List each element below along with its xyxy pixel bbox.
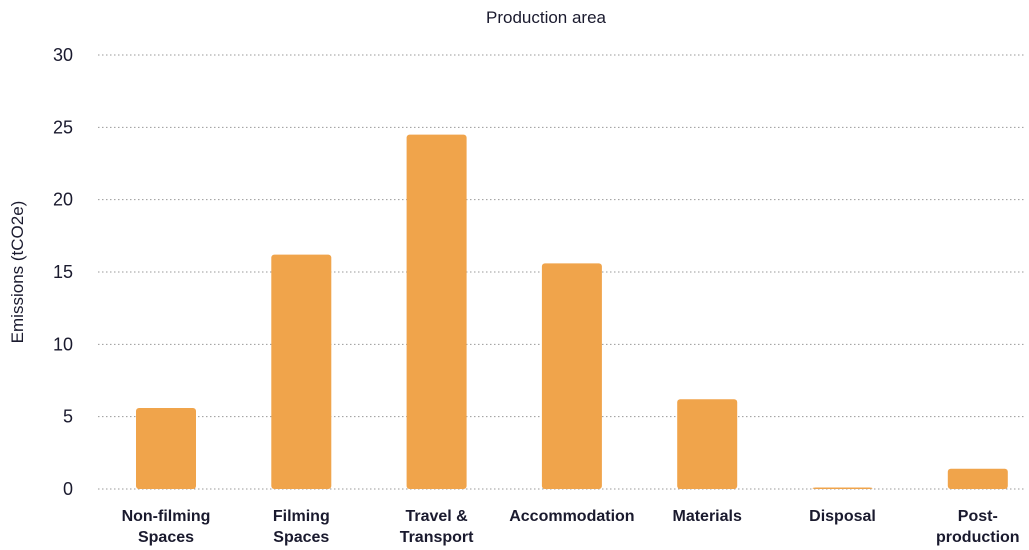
x-tick-label: Post-production	[936, 508, 1020, 546]
x-tick-label-line: Disposal	[809, 508, 876, 525]
y-tick-label: 10	[53, 334, 73, 354]
bar	[947, 468, 1008, 489]
x-tick-label-line: Accommodation	[509, 508, 634, 525]
y-axis-ticks: 0 5 10 15 20 25 30	[53, 45, 73, 499]
bar	[406, 134, 467, 490]
y-tick-label: 25	[53, 117, 73, 137]
x-tick-label-line: Spaces	[273, 529, 329, 546]
gridlines	[98, 54, 1025, 490]
x-tick-label-line: production	[936, 529, 1020, 546]
y-axis-label: Emissions (tCO2e)	[8, 201, 27, 344]
bars	[136, 134, 1008, 490]
y-tick-label: 5	[63, 407, 73, 427]
y-tick-label: 30	[53, 45, 73, 65]
bar	[812, 487, 873, 489]
x-tick-label: Non-filming Spaces	[122, 508, 211, 546]
x-tick-label-line: Transport	[400, 529, 474, 546]
x-tick-label: Filming Spaces	[273, 508, 330, 546]
x-tick-label: Accommodation	[509, 508, 634, 525]
x-tick-label-line: Travel &	[405, 508, 468, 525]
chart-title: Production area	[486, 8, 607, 27]
x-tick-label: Disposal	[809, 508, 876, 525]
bar	[541, 263, 602, 489]
bar	[677, 399, 738, 489]
x-tick-label-line: Post-	[958, 508, 998, 525]
x-tick-label-line: Non-filming	[122, 508, 211, 525]
x-tick-label: Materials	[673, 508, 742, 525]
x-tick-label-line: Spaces	[138, 529, 194, 546]
y-tick-label: 20	[53, 190, 73, 210]
x-tick-label: Travel & Transport	[400, 508, 474, 546]
y-tick-label: 0	[63, 479, 73, 499]
x-tick-label-line: Filming	[273, 508, 330, 525]
bar	[136, 407, 196, 489]
bar	[271, 254, 332, 489]
y-tick-label: 15	[53, 262, 73, 282]
x-tick-label-line: Materials	[673, 508, 742, 525]
